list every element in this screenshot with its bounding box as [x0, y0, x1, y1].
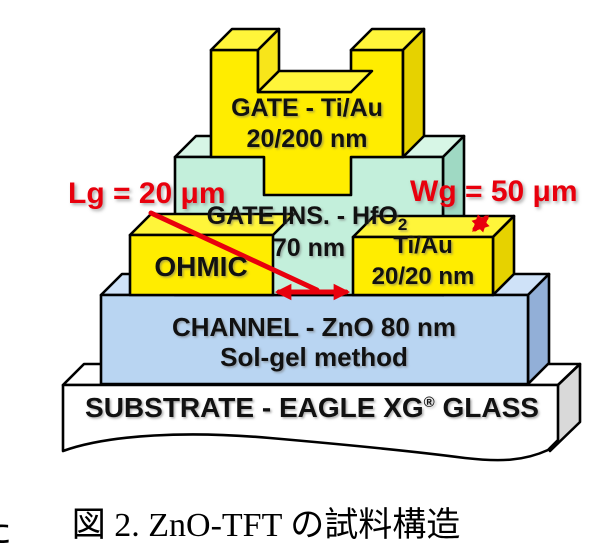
clipped-text-fragment: た	[0, 501, 12, 553]
substrate-label-main: SUBSTRATE - EAGLE XG	[85, 392, 424, 423]
figure-caption: 図 2. ZnO-TFT の試料構造	[71, 507, 461, 544]
tiau-label-line1: Ti/Au	[393, 232, 453, 259]
ohmic-label: OHMIC	[154, 251, 248, 282]
gate-right-side-face	[401, 27, 426, 159]
gate-insulator-thickness: 70 nm	[272, 234, 346, 262]
ohmic-front-face	[128, 233, 275, 297]
substrate-label-tail: GLASS	[434, 392, 539, 423]
substrate-front-face	[61, 383, 560, 462]
channel-label-line1: CHANNEL - ZnO 80 nm	[171, 312, 457, 342]
gate-insulator-material: GATE INS. - HfO	[206, 202, 398, 230]
gate-insulator-subscript: 2	[397, 215, 408, 234]
gate-width-label: Wg = 50 μm	[410, 175, 578, 208]
gate-length-label: Lg = 20 μm	[68, 177, 226, 210]
gate-label-line2: 20/200 nm	[246, 125, 368, 153]
substrate-label: SUBSTRATE - EAGLE XG® GLASS	[85, 394, 539, 422]
registered-trademark-icon: ®	[423, 394, 435, 411]
gate-length-leader-line	[148, 210, 320, 293]
channel-side-face	[526, 272, 551, 386]
gate-label-line1: GATE - Ti/Au	[231, 94, 383, 122]
tiau-front-face	[351, 235, 495, 297]
device-structure-diagram	[61, 27, 582, 462]
gate-saddle-top-face	[256, 69, 374, 94]
tiau-label-line2: 20/20 nm	[371, 263, 475, 290]
gate-insulator-label-line1: GATE INS. - HfO2	[206, 202, 408, 234]
gate-width-arrow	[471, 214, 490, 233]
channel-label-line2: Sol-gel method	[220, 342, 408, 372]
